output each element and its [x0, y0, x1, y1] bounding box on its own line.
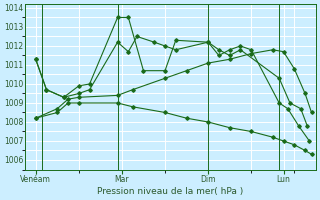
X-axis label: Pression niveau de la mer( hPa ): Pression niveau de la mer( hPa ): [97, 187, 244, 196]
